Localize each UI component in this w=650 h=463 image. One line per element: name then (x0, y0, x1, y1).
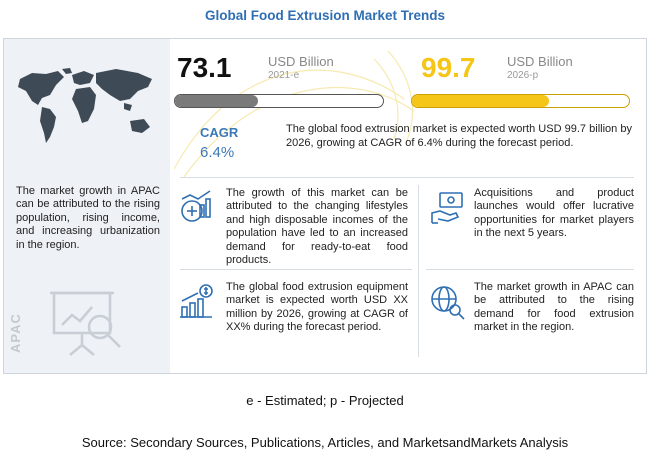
value-2021-unit: USD Billion 2021-e (268, 55, 334, 83)
divider (426, 269, 634, 270)
decorative-swirl (174, 50, 415, 178)
insight-acquisitions: Acquisitions and product launches would … (474, 187, 634, 240)
page-title: Global Food Extrusion Market Trends (204, 8, 446, 23)
divider (180, 269, 412, 270)
divider (180, 177, 634, 178)
presentation-analysis-icon (50, 291, 121, 356)
dollar-growth-icon (180, 284, 213, 318)
handshake-money-icon (431, 192, 463, 224)
infographic-panel: The market growth in APAC can be attribu… (3, 38, 647, 374)
unit-2026-label: USD Billion (507, 54, 573, 69)
trend-chart-icon (181, 190, 211, 222)
footnote: e - Estimated; p - Projected (246, 393, 404, 408)
unit-2021-label: USD Billion (268, 54, 334, 69)
value-2026: 99.7 (421, 52, 476, 83)
insight-lifestyle: The growth of this market can be attribu… (226, 187, 408, 267)
value-2026-unit: USD Billion 2026-p (507, 55, 573, 83)
insight-apac-demand: The market growth in APAC can be attribu… (474, 281, 634, 334)
apac-growth-insight: The market growth in APAC can be attribu… (16, 185, 160, 251)
cagr-description: The global food extrusion market is expe… (286, 123, 632, 149)
insight-equipment: The global food extrusion equipment mark… (226, 281, 408, 334)
year-2026-label: 2026-p (507, 70, 539, 81)
region-label: APAC (8, 313, 23, 353)
cagr-value: 6.4% (200, 144, 235, 161)
world-map-icon (18, 68, 152, 143)
cagr-label: CAGR (200, 125, 239, 140)
year-2021-label: 2021-e (268, 70, 300, 81)
source-note: Source: Secondary Sources, Publications,… (81, 435, 569, 450)
progress-bar-2021-fill (175, 95, 259, 107)
left-panel: The market growth in APAC can be attribu… (4, 39, 170, 373)
progress-bar-2026-fill (412, 95, 549, 107)
progress-bar-2026 (411, 94, 630, 108)
cagr-block: CAGR 6.4% (200, 123, 238, 163)
value-2021: 73.1 (177, 52, 232, 83)
globe-search-icon (431, 286, 465, 320)
progress-bar-2021 (174, 94, 384, 108)
divider (418, 185, 419, 357)
